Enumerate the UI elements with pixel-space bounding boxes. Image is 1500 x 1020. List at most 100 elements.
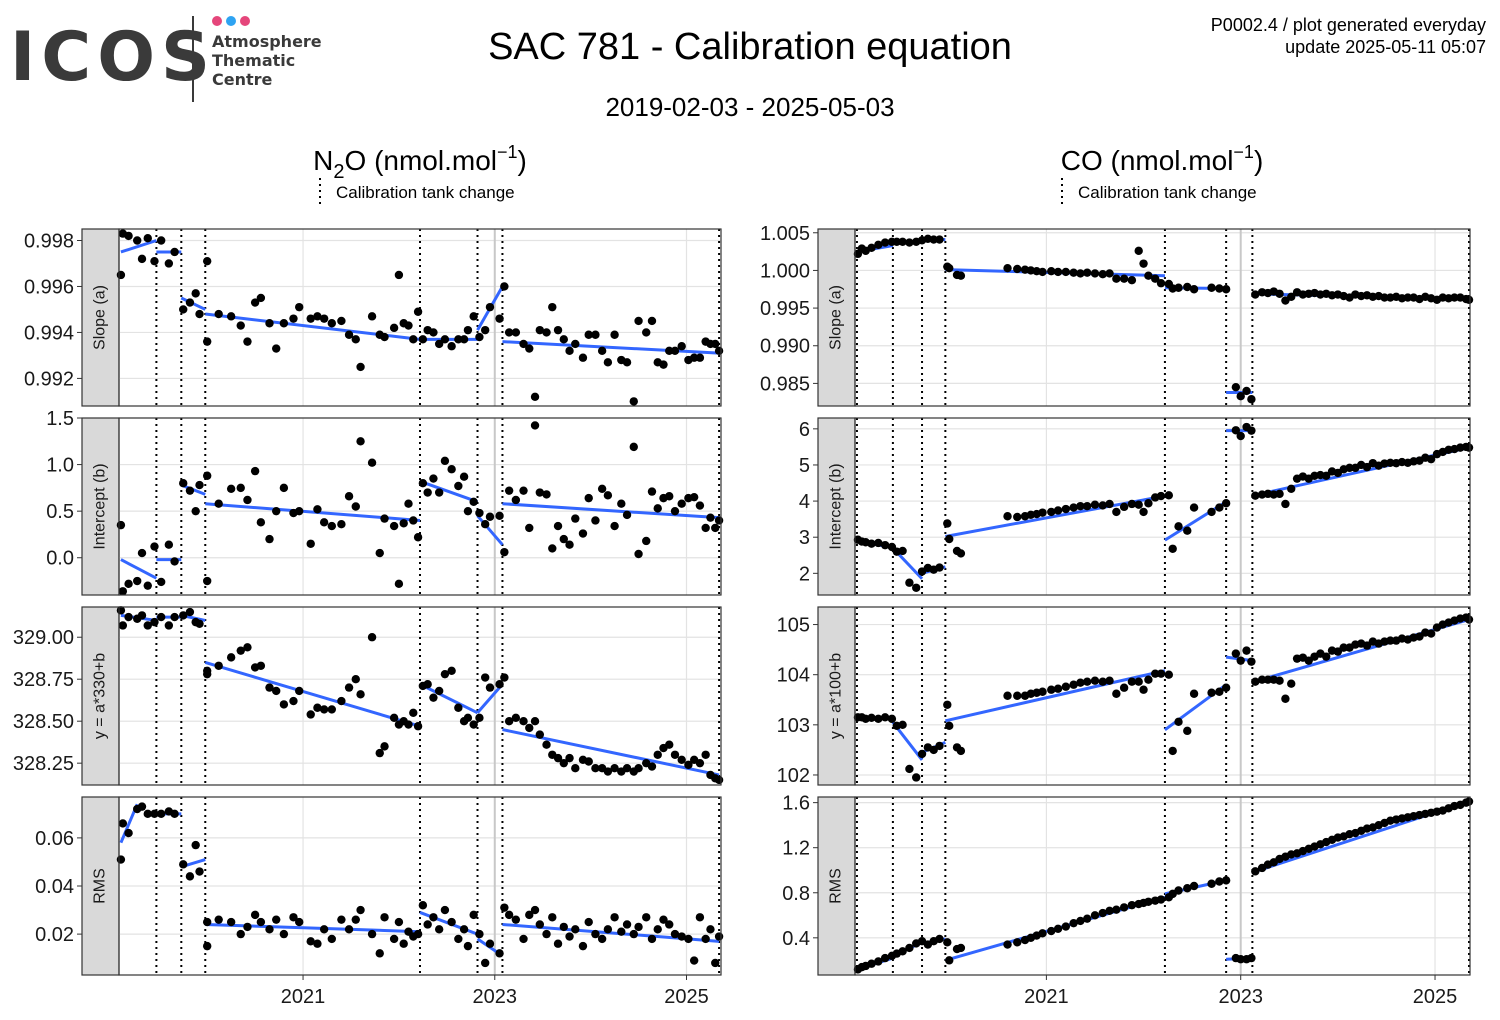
data-point	[485, 512, 495, 521]
y-tick-label: 0.5	[46, 501, 74, 523]
data-point	[367, 929, 377, 939]
data-point	[1119, 903, 1129, 912]
data-point	[1189, 285, 1199, 294]
data-point	[1242, 386, 1251, 396]
panel-strip-label: y = a*100+b	[828, 653, 845, 739]
data-point	[542, 740, 551, 749]
logo-dot-2	[226, 16, 236, 26]
data-point	[265, 534, 274, 544]
data-point	[714, 775, 724, 785]
data-point	[892, 237, 901, 247]
data-point	[956, 943, 966, 953]
data-point	[1242, 646, 1251, 655]
data-point	[1139, 507, 1148, 517]
data-point	[179, 860, 188, 869]
data-point	[500, 547, 509, 557]
data-point	[1053, 924, 1063, 934]
data-point	[1013, 264, 1022, 274]
data-point	[399, 519, 408, 528]
data-point	[164, 259, 174, 268]
data-point	[454, 481, 463, 491]
data-point	[1105, 499, 1114, 509]
data-point	[945, 956, 954, 965]
data-point	[1139, 259, 1148, 268]
data-point	[535, 488, 545, 497]
data-point	[272, 506, 281, 516]
data-point	[689, 353, 699, 362]
data-point	[367, 458, 377, 467]
title-subscript: 2	[333, 161, 344, 183]
data-point	[156, 809, 166, 819]
data-point	[143, 581, 152, 590]
data-point	[1403, 293, 1413, 302]
data-point	[665, 740, 674, 749]
data-point	[511, 713, 521, 723]
y-tick-label: 6	[799, 419, 810, 441]
data-point	[1236, 955, 1245, 964]
data-point	[1076, 269, 1085, 278]
data-point	[367, 633, 377, 642]
data-point	[319, 518, 329, 527]
data-point	[150, 542, 159, 551]
data-point	[226, 484, 236, 493]
data-point	[480, 325, 490, 335]
data-point	[519, 486, 528, 495]
data-point	[584, 917, 593, 927]
y-tick-label: 328.50	[13, 711, 74, 733]
data-point	[475, 332, 484, 342]
data-point	[375, 748, 384, 758]
data-point	[542, 328, 551, 337]
data-point	[1247, 953, 1256, 963]
data-point	[1134, 500, 1143, 509]
data-point	[191, 289, 200, 298]
y-tick-label: 1.6	[782, 793, 810, 815]
data-point	[559, 335, 568, 344]
data-point	[1013, 938, 1022, 947]
x-tick-label: 2023	[473, 986, 518, 1008]
data-point	[440, 669, 450, 679]
data-point	[1386, 636, 1395, 645]
data-point	[214, 309, 223, 319]
data-point	[279, 700, 289, 709]
data-point	[124, 231, 133, 241]
data-point	[956, 271, 966, 280]
data-point	[1090, 911, 1100, 920]
data-point	[413, 307, 423, 316]
data-point	[880, 540, 890, 550]
data-point	[1221, 683, 1231, 692]
data-point	[1322, 471, 1331, 480]
y-tick-label: 1.2	[782, 838, 810, 860]
column-title: N2O (nmol.mol−1)	[313, 142, 527, 183]
data-point	[565, 753, 574, 763]
data-point	[943, 700, 952, 709]
data-point	[380, 913, 389, 922]
data-point	[1112, 905, 1121, 914]
data-point	[306, 539, 315, 548]
data-point	[1174, 886, 1183, 895]
data-point	[880, 238, 890, 247]
data-point	[319, 705, 329, 714]
data-point	[454, 335, 463, 344]
panel-strip-label: y = a*330+b	[92, 653, 109, 739]
data-point	[170, 809, 179, 819]
data-point	[874, 714, 883, 724]
data-point	[1275, 489, 1284, 499]
data-point	[1134, 677, 1143, 686]
data-point	[714, 932, 724, 941]
panel-border	[118, 796, 722, 976]
fit-line	[502, 340, 720, 355]
data-point	[935, 563, 944, 572]
y-tick-label: 328.75	[13, 669, 74, 691]
data-point	[597, 484, 607, 493]
data-point	[1127, 900, 1137, 910]
data-point	[634, 549, 643, 559]
data-point	[143, 809, 152, 819]
data-point	[202, 471, 212, 480]
data-point	[1251, 491, 1260, 500]
data-point	[905, 764, 914, 774]
data-point	[480, 958, 490, 968]
data-point	[319, 925, 329, 934]
y-tick-label: 102	[777, 765, 810, 787]
panel-intercept-b-: Intercept (b) 0.0 0.5 1.0 1.5	[46, 408, 724, 596]
title-superscript: −1	[1233, 142, 1254, 162]
